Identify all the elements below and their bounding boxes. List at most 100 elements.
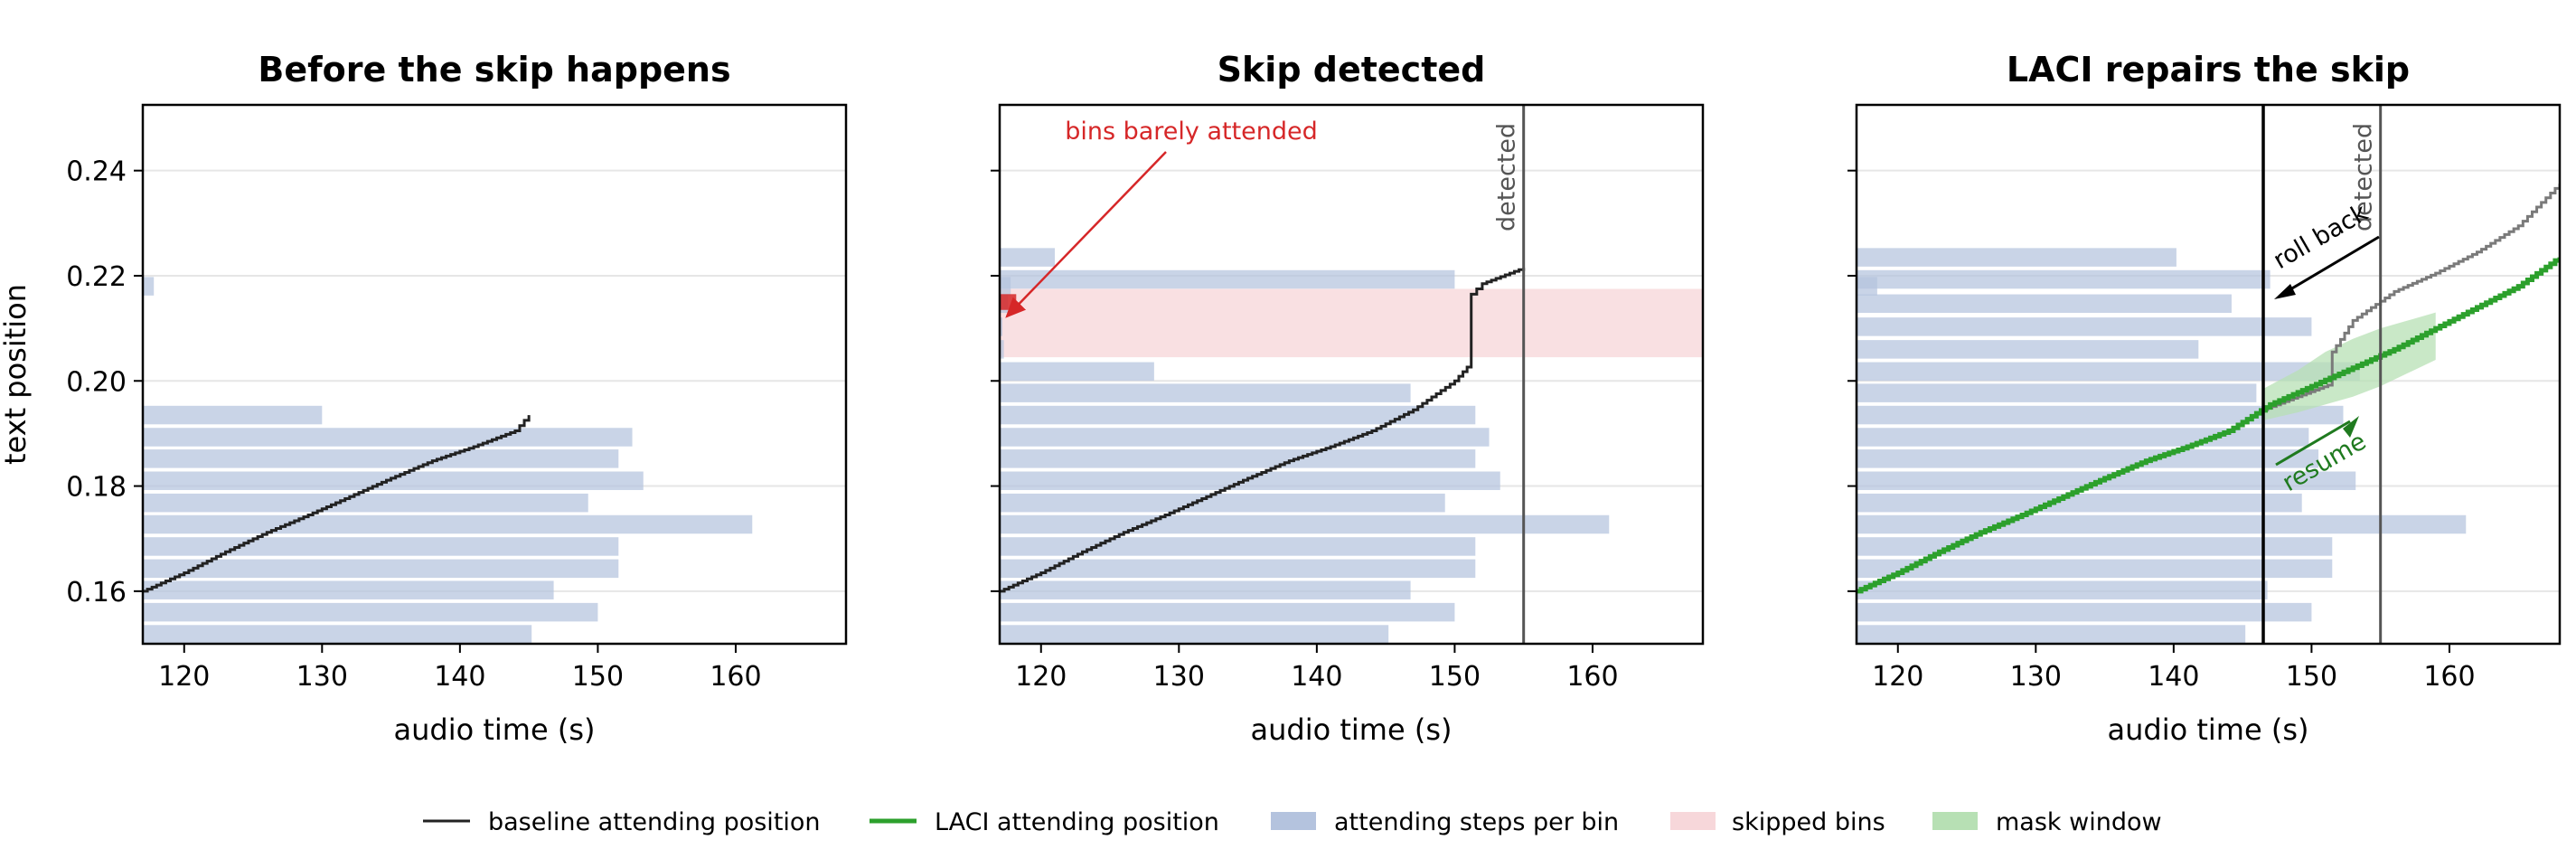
bin-bar [1000,340,1004,359]
panel-title: Before the skip happens [258,50,730,90]
resume-arrowhead [2343,416,2359,438]
legend-label-skipped: skipped bins [1732,808,1885,836]
baseline-attending-line [2263,184,2560,411]
bin-bar [1000,428,1490,447]
bin-bar [1000,493,1445,513]
x-axis-label: audio time (s) [2108,712,2309,747]
rollback-arrowhead [2274,284,2296,299]
bin-bar [1857,602,2312,622]
bin-bar [1000,248,1056,267]
rollback-label: roll back [2269,199,2373,275]
bin-bar [1000,383,1411,402]
bin-bar [1857,277,1877,296]
x-tick-label: 150 [2286,661,2337,693]
bin-bar [1000,514,1610,534]
y-tick-label: 0.22 [66,261,127,293]
panel-skip-detected: Skip detected detected bins barely atten… [991,50,1705,747]
bin-bar [143,625,532,644]
bin-bar [1857,294,2232,314]
x-tick-label: 120 [1872,661,1923,693]
bin-bar [1857,449,2319,468]
bin-bar [1857,340,2199,359]
x-axis-label: audio time (s) [394,712,596,747]
x-ticks: 120 130 140 150 160 [158,644,762,693]
bin-bar [143,580,554,599]
bin-bar [1000,602,1455,622]
bin-bar [1000,580,1411,599]
axes-frame [1855,103,2562,646]
x-tick-label: 140 [2148,661,2199,693]
bin-bar [1000,362,1154,382]
bin-bar [1857,269,2270,289]
x-ticks: 120 130 140 150 160 [1015,644,1619,693]
annotation-arrow [1005,151,1167,318]
x-tick-label: 160 [2423,661,2475,693]
bin-bar [1000,625,1389,644]
bin-bar [1000,405,1476,425]
skipped-bins-band [1000,288,1703,358]
bins-bars [143,277,753,644]
x-tick-label: 150 [1429,661,1481,693]
detected-label: detected [1493,123,1521,231]
y-tick-label: 0.24 [66,156,127,188]
bin-bar [143,514,753,534]
legend-swatch-bins [1271,812,1316,830]
axes-frame [141,103,848,646]
detected-label: detected [2350,123,2378,231]
bin-bar [1000,537,1476,556]
baseline-attending-line [1000,268,1526,593]
bin-bar [1857,405,2344,425]
rollback-arrow [2280,235,2380,297]
bins-barely-attended-annotation: bins barely attended [1065,118,1318,146]
legend: baseline attending position LACI attendi… [423,808,2162,836]
bin-bar [143,277,155,296]
bin-bar [1857,317,2312,336]
axes-frame [998,103,1705,646]
bin-bar [1000,471,1500,490]
baseline-attending-line [143,415,531,593]
x-tick-label: 160 [1566,661,1618,693]
panel-title: LACI repairs the skip [2007,50,2410,90]
bin-bar [143,537,619,556]
bin-bar [143,449,619,468]
y-axis-label: text position [0,284,33,465]
bin-bar [1857,428,2309,447]
bin-bar [143,471,644,490]
x-tick-label: 120 [1015,661,1067,693]
laci-attending-line [1857,257,2560,594]
barely-attended-bin [1000,294,1017,310]
y-tick-label: 0.16 [66,577,127,609]
resume-arrow [2275,420,2351,467]
panel-laci-repairs: LACI repairs the skip detected roll back… [1847,50,2562,747]
legend-swatch-mask [1932,812,1978,830]
bin-bar [1857,248,2176,267]
bin-bar [1000,269,1455,289]
x-tick-label: 130 [1153,661,1205,693]
bin-bar [1857,559,2333,579]
bin-bar [143,602,598,622]
legend-label-bins: attending steps per bin [1334,808,1619,836]
x-ticks: 120 130 140 150 160 [1872,644,2476,693]
bin-bar [1000,559,1476,579]
bin-bar [1857,537,2333,556]
panel-title: Skip detected [1217,50,1486,90]
bin-bar [1857,625,2246,644]
y-tick-label: 0.18 [66,472,127,504]
bin-bar [143,428,633,447]
y-ticks [991,169,1000,592]
bin-bar [1857,362,2360,382]
bin-bar [1857,514,2467,534]
bin-bar [143,559,619,579]
bin-bar [1857,493,2302,513]
y-ticks: 0.16 0.18 0.20 0.22 0.24 [66,156,143,609]
legend-label-mask: mask window [1996,808,2162,836]
legend-swatch-skipped [1670,812,1716,830]
legend-label-baseline: baseline attending position [488,808,821,836]
bin-bar [1000,317,1003,336]
bin-bar [1000,449,1476,468]
legend-label-laci: LACI attending position [935,808,1219,836]
x-tick-label: 150 [572,661,624,693]
panel-before-skip: Before the skip happens 120 130 140 150 160 … [0,50,848,747]
x-tick-label: 130 [296,661,348,693]
